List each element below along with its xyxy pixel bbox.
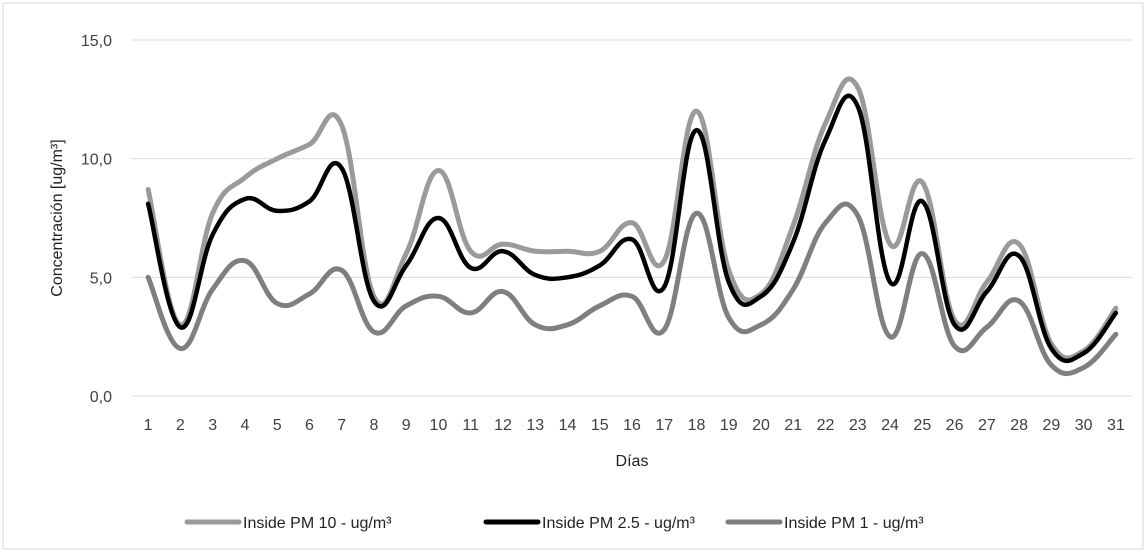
x-tick-label: 20 [752,417,770,434]
x-tick-label: 29 [1042,417,1060,434]
x-tick-label: 21 [784,417,802,434]
x-tick-label: 25 [913,417,931,434]
legend-label: Inside PM 2.5 - ug/m³ [542,515,696,532]
series-line-pm1 [145,201,1119,377]
x-tick-label: 26 [946,417,964,434]
x-tick-label: 18 [688,417,706,434]
x-tick-label: 14 [559,417,577,434]
x-tick-label: 19 [720,417,738,434]
x-tick-labels: 1 2 3 4 5 6 7 8 9 10 11 12 13 14 15 16 17 18 19 20 21 22 23 24 2… [144,417,1125,434]
legend-label: Inside PM 1 - ug/m³ [784,515,924,532]
y-tick-label: 10,0 [81,152,112,169]
x-tick-label: 22 [817,417,835,434]
y-tick-label: 0,0 [90,389,112,406]
x-tick-label: 30 [1075,417,1093,434]
x-tick-label: 27 [978,417,996,434]
gridlines [132,39,1132,397]
x-tick-label: 28 [1010,417,1028,434]
x-tick-label: 31 [1107,417,1125,434]
x-tick-label: 11 [462,417,479,434]
x-tick-label: 24 [881,417,899,434]
x-tick-label: 4 [240,417,249,434]
x-tick-label: 2 [176,417,185,434]
x-axis-title: Días [616,453,649,470]
x-tick-label: 15 [591,417,609,434]
x-tick-label: 1 [144,417,153,434]
x-tick-label: 6 [305,417,314,434]
x-tick-label: 9 [402,417,411,434]
legend-label: Inside PM 10 - ug/m³ [243,515,392,532]
x-tick-label: 16 [623,417,641,434]
series-lines [145,76,1119,377]
x-tick-label: 23 [849,417,867,434]
x-tick-label: 12 [494,417,512,434]
y-tick-labels: 0,0 5,0 10,0 15,0 [81,33,112,406]
x-tick-label: 13 [526,417,544,434]
y-tick-label: 15,0 [81,33,112,50]
series-line-pm25 [145,93,1119,364]
y-axis-title: Concentración [ug/m³] [49,139,66,296]
x-tick-label: 8 [369,417,378,434]
y-tick-label: 5,0 [90,270,112,287]
x-tick-label: 7 [337,417,346,434]
x-tick-label: 17 [655,417,673,434]
x-tick-label: 5 [273,417,282,434]
legend: Inside PM 10 - ug/m³ Inside PM 2.5 - ug/m… [184,515,924,532]
x-tick-label: 3 [208,417,217,434]
x-tick-label: 10 [430,417,448,434]
